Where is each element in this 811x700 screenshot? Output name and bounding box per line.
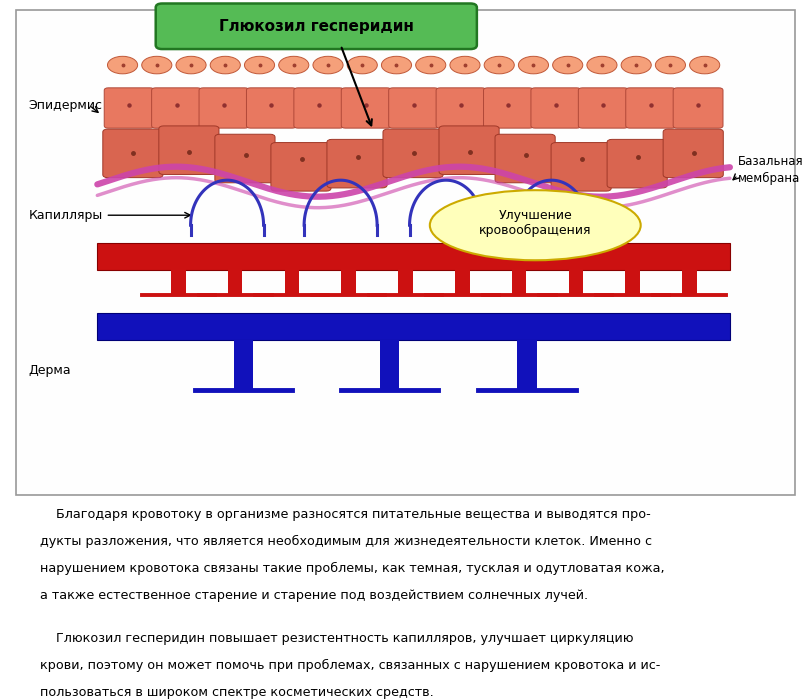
Text: пользоваться в широком спектре косметических средств.: пользоваться в широком спектре косметиче… (40, 686, 433, 699)
Bar (234, 340, 253, 391)
FancyBboxPatch shape (152, 88, 201, 128)
FancyBboxPatch shape (626, 88, 676, 128)
FancyBboxPatch shape (199, 88, 249, 128)
FancyBboxPatch shape (327, 139, 387, 188)
Text: Глюкозил гесперидин повышает резистентность капилляров, улучшает циркуляцию: Глюкозил гесперидин повышает резистентно… (40, 632, 633, 645)
FancyBboxPatch shape (436, 88, 486, 128)
FancyBboxPatch shape (341, 88, 391, 128)
Bar (380, 340, 399, 391)
FancyBboxPatch shape (578, 88, 629, 128)
Bar (512, 270, 526, 295)
Bar (625, 270, 640, 295)
Ellipse shape (108, 56, 138, 74)
FancyBboxPatch shape (105, 88, 154, 128)
FancyBboxPatch shape (159, 126, 219, 174)
Bar (569, 270, 583, 295)
FancyBboxPatch shape (663, 129, 723, 178)
FancyBboxPatch shape (16, 10, 795, 496)
FancyBboxPatch shape (215, 134, 275, 183)
Text: Улучшение
кровообращения: Улучшение кровообращения (479, 209, 591, 237)
Text: а также естественное старение и старение под воздействием солнечных лучей.: а также естественное старение и старение… (40, 589, 588, 602)
Ellipse shape (518, 56, 548, 74)
Text: Капилляры: Капилляры (28, 209, 103, 222)
Bar (97, 243, 730, 270)
FancyBboxPatch shape (531, 88, 581, 128)
Ellipse shape (430, 190, 641, 260)
FancyBboxPatch shape (294, 88, 344, 128)
Ellipse shape (450, 56, 480, 74)
Text: крови, поэтому он может помочь при проблемах, связанных с нарушением кровотока и: крови, поэтому он может помочь при пробл… (40, 659, 660, 672)
Bar (341, 270, 356, 295)
FancyBboxPatch shape (383, 129, 443, 178)
Ellipse shape (587, 56, 617, 74)
FancyBboxPatch shape (495, 134, 556, 183)
Bar (97, 313, 730, 340)
Ellipse shape (244, 56, 275, 74)
Bar (285, 270, 299, 295)
Text: Эпидермис: Эпидермис (28, 99, 102, 111)
Bar (398, 270, 413, 295)
Bar (455, 270, 470, 295)
Ellipse shape (416, 56, 446, 74)
Bar (228, 270, 242, 295)
Text: нарушением кровотока связаны такие проблемы, как темная, тусклая и одутловатая к: нарушением кровотока связаны такие пробл… (40, 562, 664, 575)
Ellipse shape (484, 56, 514, 74)
Ellipse shape (552, 56, 583, 74)
Ellipse shape (313, 56, 343, 74)
FancyBboxPatch shape (439, 126, 499, 174)
Ellipse shape (347, 56, 377, 74)
FancyBboxPatch shape (103, 129, 163, 178)
Ellipse shape (655, 56, 685, 74)
Ellipse shape (381, 56, 411, 74)
Text: Дерма: Дерма (28, 364, 71, 377)
Bar (517, 340, 537, 391)
Ellipse shape (689, 56, 719, 74)
FancyBboxPatch shape (607, 139, 667, 188)
Ellipse shape (142, 56, 172, 74)
Bar (171, 270, 186, 295)
Text: Глюкозил гесперидин: Глюкозил гесперидин (219, 18, 414, 34)
FancyBboxPatch shape (156, 4, 477, 49)
FancyBboxPatch shape (271, 143, 331, 191)
Text: дукты разложения, что является необходимым для жизнедеятельности клеток. Именно : дукты разложения, что является необходим… (40, 536, 651, 549)
Ellipse shape (210, 56, 240, 74)
Ellipse shape (279, 56, 309, 74)
Ellipse shape (621, 56, 651, 74)
Bar (682, 270, 697, 295)
FancyBboxPatch shape (673, 88, 723, 128)
Ellipse shape (176, 56, 206, 74)
FancyBboxPatch shape (483, 88, 534, 128)
FancyBboxPatch shape (247, 88, 296, 128)
Text: Базальная
мембрана: Базальная мембрана (738, 155, 804, 186)
FancyBboxPatch shape (388, 88, 439, 128)
Text: Благодаря кровотоку в организме разносятся питательные вещества и выводятся про-: Благодаря кровотоку в организме разносят… (40, 508, 650, 522)
FancyBboxPatch shape (551, 143, 611, 191)
